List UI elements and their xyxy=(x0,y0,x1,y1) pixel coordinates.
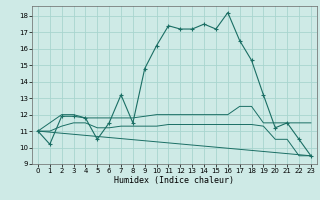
X-axis label: Humidex (Indice chaleur): Humidex (Indice chaleur) xyxy=(115,176,234,185)
